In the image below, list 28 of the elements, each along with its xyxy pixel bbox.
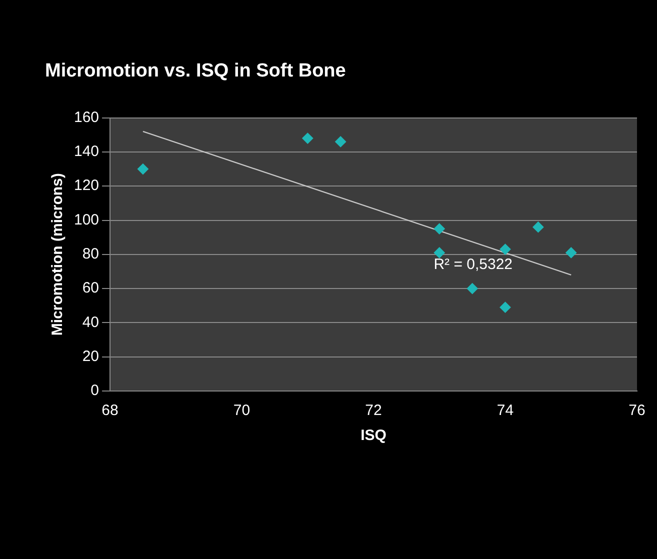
x-tick-label: 68	[102, 402, 118, 420]
chart-title: Micromotion vs. ISQ in Soft Bone	[45, 60, 346, 82]
x-tick-label: 76	[628, 402, 646, 420]
annotation: R² = 0,5322	[434, 256, 513, 274]
point	[566, 247, 577, 258]
point	[302, 132, 314, 144]
point	[137, 164, 148, 175]
point	[500, 302, 511, 313]
point	[500, 244, 511, 255]
y-tick-label: 140	[74, 143, 100, 160]
y-tick-label: 80	[82, 246, 100, 263]
x-tick-label: 74	[496, 402, 514, 420]
y-tick-label: 20	[82, 348, 100, 365]
x-tick-label: 70	[233, 402, 250, 420]
x-tick-label: 72	[365, 402, 382, 420]
point	[335, 136, 346, 148]
y-tick-label: 160	[74, 108, 100, 126]
y-tick-label: 120	[74, 177, 100, 194]
y-tick-label: 60	[82, 280, 100, 297]
y-tick-label: 0	[90, 382, 100, 400]
point	[434, 223, 445, 234]
point	[532, 222, 544, 233]
y-tick-label: 100	[74, 211, 100, 228]
y-tick-label: 40	[82, 314, 100, 331]
point	[434, 247, 445, 258]
x-axis-title: ISQ	[360, 427, 387, 444]
point	[466, 283, 478, 294]
y-axis-title: Micromotion (microns)	[49, 173, 66, 336]
